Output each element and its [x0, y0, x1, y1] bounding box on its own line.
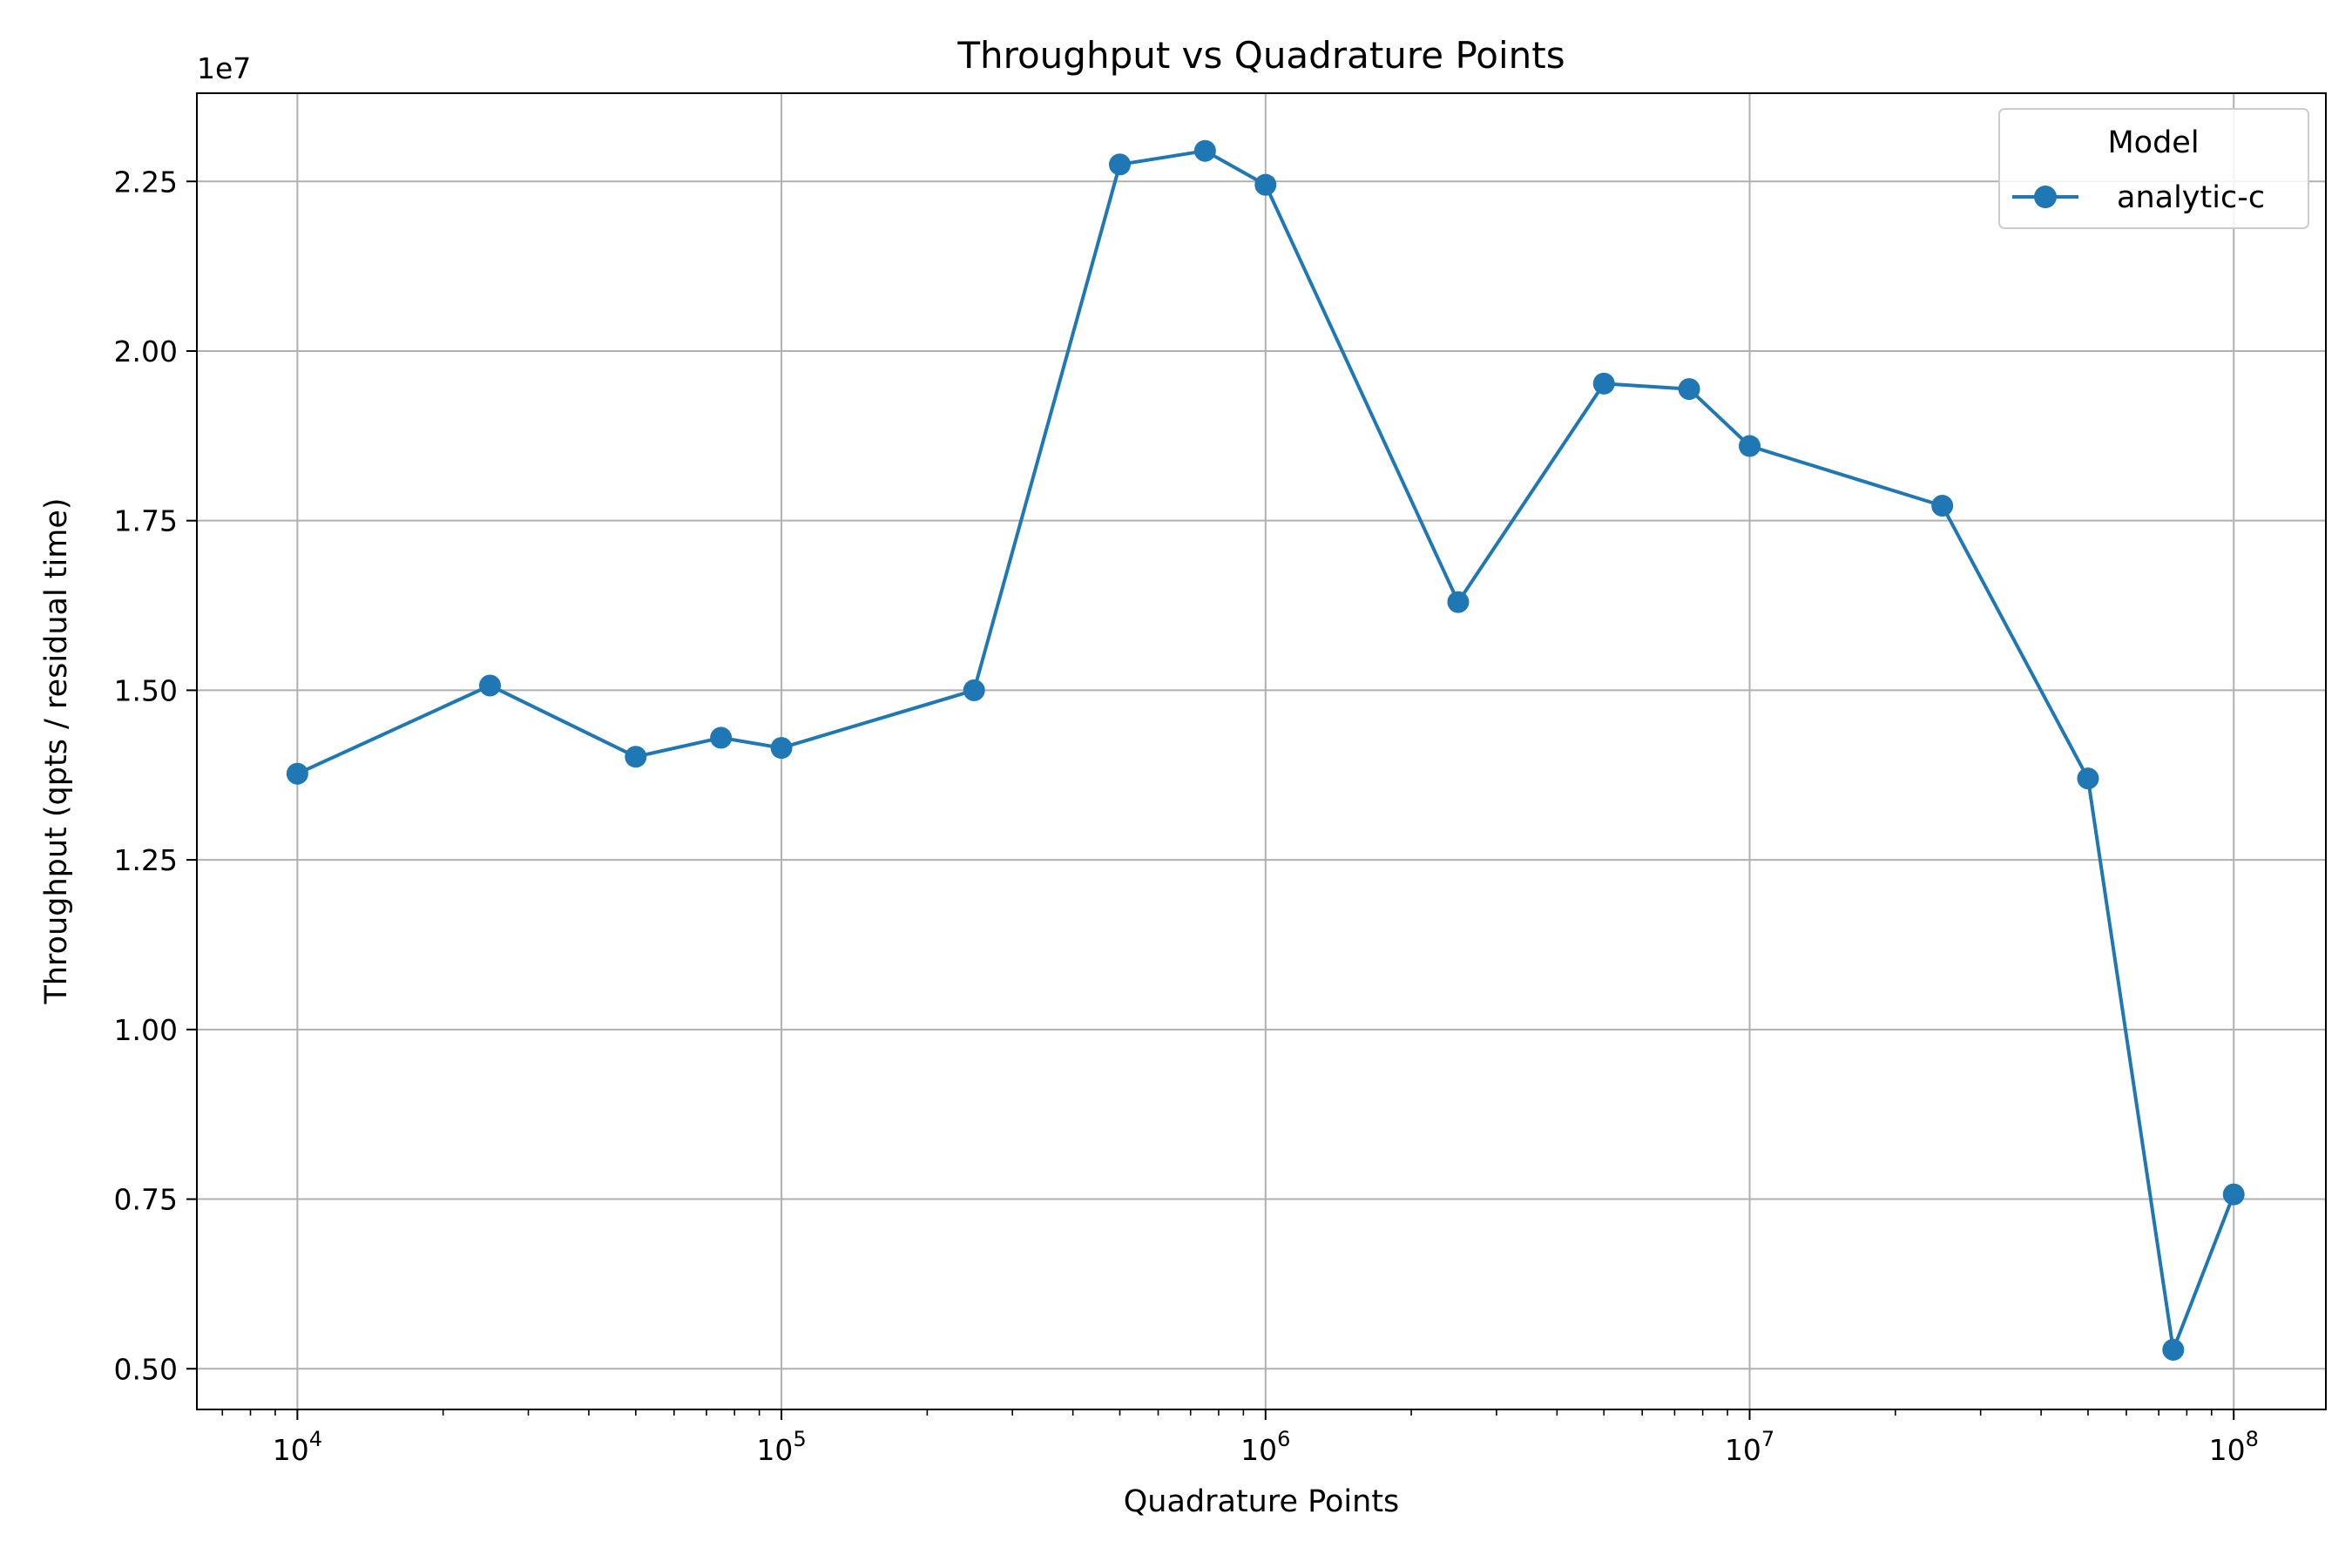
y-tick-label: 1.75	[114, 504, 178, 538]
y-axis: 0.50 0.75 1.00 1.25 1.50 1.75 2.00 2.25	[114, 165, 197, 1386]
y-tick-label: 2.00	[114, 335, 178, 368]
y-axis-title: Throughput (qpts / residual time)	[39, 497, 74, 1004]
data-point	[1739, 435, 1761, 457]
data-point	[710, 727, 733, 749]
data-point	[1592, 372, 1615, 395]
x-tick-label: 105	[756, 1427, 806, 1467]
data-point	[2222, 1183, 2245, 1206]
x-tick-label: 106	[1240, 1427, 1290, 1467]
x-tick-label: 108	[2209, 1427, 2259, 1467]
y-tick-label: 0.50	[114, 1352, 178, 1386]
x-axis-title: Quadrature Points	[1124, 1484, 1400, 1519]
x-tick-label: 104	[273, 1427, 322, 1467]
y-tick-label: 2.25	[114, 165, 178, 199]
data-point	[479, 674, 502, 697]
data-point	[1678, 378, 1700, 401]
x-axis: 104 105 106 107 108	[221, 1409, 2259, 1467]
data-point	[1193, 139, 1216, 162]
x-tick-label: 107	[1725, 1427, 1774, 1467]
data-point	[2162, 1338, 2185, 1361]
y-tick-label: 1.25	[114, 843, 178, 877]
legend-label: analytic-c	[2117, 180, 2265, 215]
data-point	[1109, 153, 1132, 176]
data-point	[2077, 767, 2099, 790]
data-point	[1254, 173, 1277, 196]
chart-title: Throughput vs Quadrature Points	[956, 34, 1565, 77]
series-layer	[286, 139, 2245, 1361]
data-point	[770, 737, 793, 760]
y-tick-label: 1.50	[114, 673, 178, 707]
data-point	[286, 762, 308, 785]
plot-frame	[196, 92, 2327, 1410]
legend-title: Model	[2107, 125, 2199, 160]
data-point	[625, 746, 647, 768]
y-axis-multiplier: 1e7	[197, 51, 251, 85]
legend: Model analytic-c	[1998, 108, 2309, 229]
data-point	[1931, 495, 1954, 517]
data-point	[963, 679, 985, 701]
y-tick-label: 1.00	[114, 1013, 178, 1047]
legend-marker	[2034, 186, 2057, 208]
y-tick-label: 0.75	[114, 1183, 178, 1217]
data-point	[1447, 591, 1470, 613]
